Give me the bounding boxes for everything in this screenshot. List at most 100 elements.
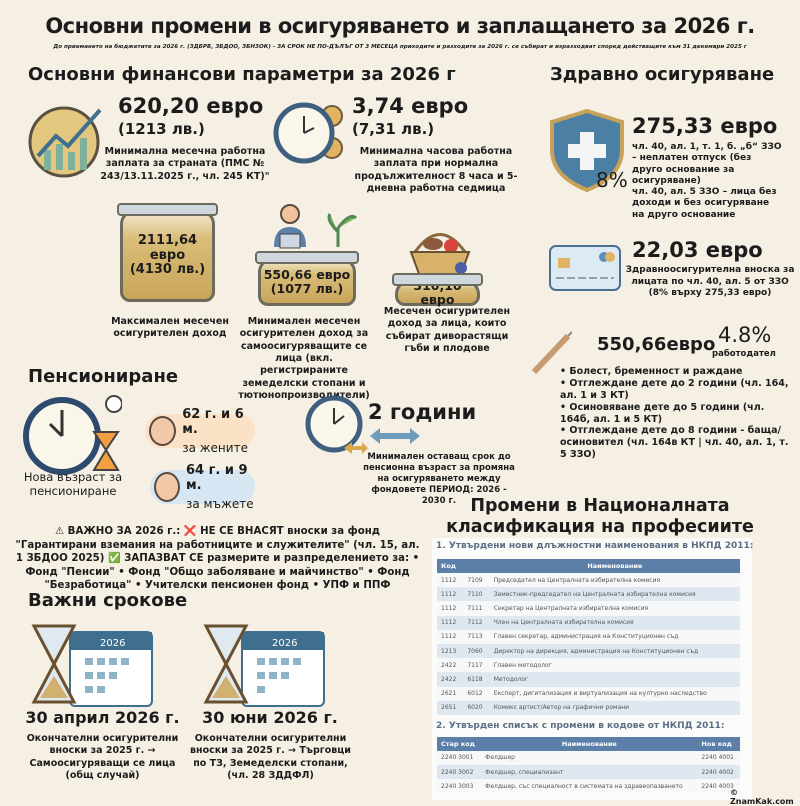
table-cell: Член на Централната избирателна комисия bbox=[489, 615, 740, 630]
women-age-badge: 62 г. и 6 м. за жените bbox=[145, 407, 255, 455]
foragers-desc: Месечен осигурителен доход за лица, коит… bbox=[383, 306, 511, 355]
max-income-value: 2111,64 евро bbox=[137, 232, 198, 263]
deadline-desc: Окончателни осигурителни вноски за 2025 … bbox=[26, 733, 179, 782]
table-cell: 7110 bbox=[463, 587, 490, 602]
health-heading: Здравно осигуряване bbox=[550, 64, 775, 85]
foragers-jar: 310,10 евро bbox=[392, 273, 483, 307]
clock-gears-icon bbox=[273, 102, 343, 164]
table-cell: 2651 bbox=[437, 700, 464, 715]
worker-plant-icon bbox=[274, 204, 358, 249]
watermark: © ZnamKak.com bbox=[730, 788, 794, 806]
col-header: Нов код bbox=[697, 736, 740, 751]
table-row: 1112 7110 Заместник-председател на Централ… bbox=[437, 587, 740, 602]
min-wage-value: 620,20 евро bbox=[118, 94, 264, 118]
men-label: за мъжете bbox=[185, 496, 254, 511]
table-cell: Комикс артист/Автор на графични романи bbox=[489, 700, 740, 715]
min-wage-bgn: (1213 лв.) bbox=[118, 120, 205, 138]
table-row: 2621 6012 Експерт, дигитализация и виртуал… bbox=[437, 686, 740, 701]
hourly-value: 3,74 евро bbox=[352, 94, 469, 118]
table-cell: Директор на дирекция, администрация на К… bbox=[489, 643, 740, 659]
shield-cross-icon bbox=[550, 108, 624, 192]
table-cell: Председател на Централната избирателна к… bbox=[489, 573, 740, 588]
term-desc: Минимален оставащ срок до пенсионна възр… bbox=[363, 452, 515, 507]
employer-value: 550,66евро bbox=[597, 334, 716, 355]
hourly-desc: Минимална часова работна заплата при нор… bbox=[354, 146, 518, 195]
bullet: чл. 40, ал. 5 ЗЗО – лица без доходи и бе… bbox=[632, 187, 777, 220]
bullet: • Осиновяване дете до 5 години (чл. 164б… bbox=[560, 401, 765, 425]
deadline-date: 30 юни 2026 г. bbox=[202, 708, 338, 727]
deadlines-heading: Важни срокове bbox=[28, 590, 188, 611]
table1-title: 1. Утвърдени нови длъжностни наименовани… bbox=[436, 541, 754, 551]
table-cell: Фелдшер, специализант bbox=[481, 765, 698, 780]
finance-heading: Основни финансови параметри за 2026 г bbox=[28, 64, 456, 85]
table-cell: 1112 bbox=[437, 587, 464, 602]
max-income-jar: 2111,64 евро (4130 лв.) bbox=[117, 203, 218, 302]
hourly-bgn: (7,31 лв.) bbox=[352, 120, 435, 138]
table-cell: 2240 3001 bbox=[437, 750, 482, 766]
nkpd-heading: Промени в Националната класификация на п… bbox=[446, 496, 754, 537]
contribution-desc: Здравноосигурителна вноска за лицата по … bbox=[625, 265, 795, 299]
health-percent: 8% bbox=[596, 168, 628, 192]
table-cell: 2240 4001 bbox=[697, 750, 740, 766]
new-age-label: Нова възраст за пенсиониране bbox=[23, 470, 123, 499]
table-cell: 2422 bbox=[437, 658, 464, 673]
col-header bbox=[463, 559, 490, 573]
table-row: 1112 7113 Главен секретар, администрация н… bbox=[437, 629, 740, 644]
double-arrow-icon bbox=[370, 428, 420, 444]
table-row: 1112 7111 Секретар на Централната избирате… bbox=[437, 601, 740, 616]
col-header: Код bbox=[437, 559, 464, 573]
deadline-date: 30 април 2026 г. bbox=[25, 708, 180, 727]
self-insured-value: 550,66 евро bbox=[263, 266, 351, 282]
table-cell: 7111 bbox=[463, 601, 490, 616]
subtitle: До приемането на бюджетите за 2026 г. (З… bbox=[53, 44, 747, 50]
table-cell: 2240 4002 bbox=[697, 765, 740, 780]
table-cell: 1112 bbox=[437, 629, 464, 644]
table-row: 1112 7112 Член на Централната избирателна … bbox=[437, 615, 740, 630]
nkpd-panel: 1. Утвърдени нови длъжностни наименовани… bbox=[432, 538, 754, 800]
col-header: Наименование bbox=[481, 736, 698, 751]
man-avatar-icon bbox=[154, 472, 180, 502]
clock-hourglass-icon bbox=[23, 395, 122, 475]
code-changes-table: Стар код Наименование Нов код 2240 3001 Фел… bbox=[437, 736, 740, 794]
health-base-value: 275,33 евро bbox=[632, 114, 778, 138]
contribution-value: 22,03 евро bbox=[632, 238, 763, 262]
table-row: 2422 7117 Главен методолог bbox=[437, 658, 740, 673]
table-cell: Главен методолог bbox=[489, 658, 740, 673]
important-note: ⚠ ВАЖНО ЗА 2026 г.: ❌ НЕ СЕ ВНАСЯТ вноск… bbox=[15, 526, 420, 592]
max-income-desc: Максимален месечен осигурителен доход bbox=[111, 316, 229, 340]
table-cell: Фелдшер bbox=[481, 750, 698, 766]
table-cell: 1112 bbox=[437, 573, 464, 588]
employer-bullets: • Болест, бременност и раждане • Отглежд… bbox=[560, 366, 790, 461]
table-cell: Експерт, дигитализация и виртуализация н… bbox=[489, 686, 740, 701]
table-cell: 7113 bbox=[463, 629, 490, 644]
table2-title: 2. Утвърден списък с промени в кодове от… bbox=[436, 720, 725, 731]
deadline-desc: Окончателни осигурителни вноски за 2025 … bbox=[190, 733, 351, 782]
table-cell: 2240 3002 bbox=[437, 765, 482, 780]
min-wage-desc: Минимална месечна работна заплата за стр… bbox=[100, 146, 270, 182]
women-label: за жените bbox=[182, 440, 248, 455]
self-insured-bgn: (1077 лв.) bbox=[270, 281, 344, 296]
bullet: • Болест, бременност и раждане bbox=[560, 366, 743, 377]
table-cell: 1112 bbox=[437, 601, 464, 616]
table-cell: 2240 4003 bbox=[697, 779, 740, 794]
table-cell: 2240 3003 bbox=[437, 779, 482, 794]
bullet: • Отглеждане дете до 8 години - баща/оси… bbox=[560, 425, 789, 461]
table-cell: 2422 bbox=[437, 672, 464, 687]
men-age-badge: 64 г. и 9 м. за мъжете bbox=[150, 463, 255, 511]
page-title: Основни промени в осигуряването и заплащ… bbox=[45, 14, 755, 38]
calendar-year: 2026 bbox=[272, 638, 297, 649]
clock-arrows-icon bbox=[305, 395, 368, 454]
women-age: 62 г. и 6 м. bbox=[182, 406, 244, 437]
col-header: Стар код bbox=[437, 736, 482, 751]
mushroom-basket-icon bbox=[409, 233, 471, 275]
table-row: 2240 3003 Фелдшер, със специалност в сист… bbox=[437, 779, 740, 794]
new-titles-table: Код Наименование 1112 7109 Председател на Ц… bbox=[437, 559, 740, 715]
foragers-value: 310,10 евро bbox=[413, 277, 462, 307]
table-cell: Секретар на Централната избирателна коми… bbox=[489, 601, 740, 616]
table-row: 2240 3002 Фелдшер, специализант 2240 4002 bbox=[437, 765, 740, 780]
table-cell: 7112 bbox=[463, 615, 490, 630]
table-cell: Главен секретар, администрация на Консти… bbox=[489, 629, 740, 644]
hourglass-calendar-icon: 2026 bbox=[203, 624, 325, 707]
table-cell: 6020 bbox=[463, 700, 490, 715]
credit-card-icon bbox=[549, 245, 621, 291]
